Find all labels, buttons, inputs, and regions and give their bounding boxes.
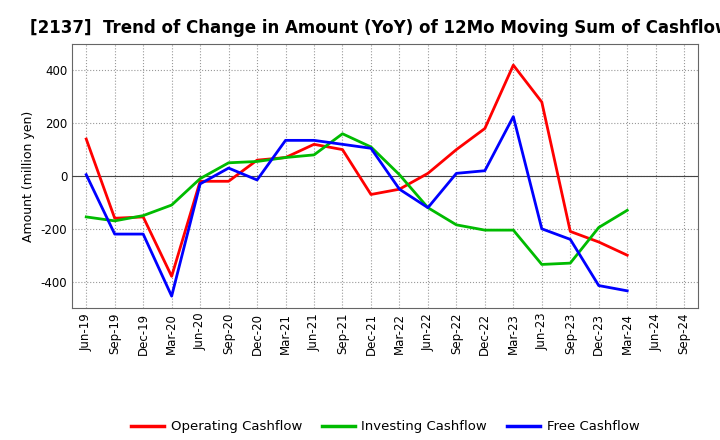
Investing Cashflow (253, 159, 261, 164)
Free Cashflow (623, 288, 631, 293)
Free Cashflow (110, 231, 119, 237)
Investing Cashflow (623, 208, 631, 213)
Investing Cashflow (310, 152, 318, 158)
Operating Cashflow (623, 253, 631, 258)
Title: [2137]  Trend of Change in Amount (YoY) of 12Mo Moving Sum of Cashflows: [2137] Trend of Change in Amount (YoY) o… (30, 19, 720, 37)
Free Cashflow (366, 146, 375, 151)
Investing Cashflow (395, 172, 404, 177)
Operating Cashflow (167, 274, 176, 279)
Investing Cashflow (110, 218, 119, 224)
Operating Cashflow (253, 158, 261, 163)
Free Cashflow (395, 187, 404, 192)
Free Cashflow (139, 231, 148, 237)
Investing Cashflow (423, 205, 432, 210)
Operating Cashflow (509, 62, 518, 68)
Free Cashflow (509, 114, 518, 119)
Free Cashflow (566, 237, 575, 242)
Operating Cashflow (480, 126, 489, 131)
Investing Cashflow (82, 214, 91, 220)
Free Cashflow (537, 226, 546, 231)
Investing Cashflow (537, 262, 546, 267)
Free Cashflow (310, 138, 318, 143)
Operating Cashflow (452, 147, 461, 152)
Operating Cashflow (423, 171, 432, 176)
Investing Cashflow (566, 260, 575, 266)
Free Cashflow (595, 283, 603, 288)
Operating Cashflow (338, 147, 347, 152)
Operating Cashflow (566, 229, 575, 234)
Free Cashflow (338, 142, 347, 147)
Investing Cashflow (196, 176, 204, 181)
Line: Investing Cashflow: Investing Cashflow (86, 134, 627, 264)
Y-axis label: Amount (million yen): Amount (million yen) (22, 110, 35, 242)
Free Cashflow (282, 138, 290, 143)
Operating Cashflow (595, 239, 603, 245)
Free Cashflow (253, 177, 261, 183)
Legend: Operating Cashflow, Investing Cashflow, Free Cashflow: Operating Cashflow, Investing Cashflow, … (126, 415, 644, 439)
Line: Operating Cashflow: Operating Cashflow (86, 65, 627, 276)
Line: Free Cashflow: Free Cashflow (86, 117, 627, 296)
Free Cashflow (452, 171, 461, 176)
Investing Cashflow (595, 225, 603, 230)
Free Cashflow (225, 165, 233, 171)
Investing Cashflow (225, 160, 233, 165)
Operating Cashflow (110, 216, 119, 221)
Investing Cashflow (282, 155, 290, 160)
Operating Cashflow (196, 179, 204, 184)
Operating Cashflow (282, 155, 290, 160)
Operating Cashflow (225, 179, 233, 184)
Free Cashflow (196, 181, 204, 187)
Operating Cashflow (395, 187, 404, 192)
Investing Cashflow (480, 227, 489, 233)
Operating Cashflow (82, 136, 91, 142)
Operating Cashflow (310, 142, 318, 147)
Operating Cashflow (366, 192, 375, 197)
Operating Cashflow (537, 99, 546, 105)
Investing Cashflow (452, 222, 461, 227)
Free Cashflow (423, 205, 432, 210)
Free Cashflow (167, 293, 176, 299)
Investing Cashflow (338, 131, 347, 136)
Free Cashflow (480, 168, 489, 173)
Free Cashflow (82, 172, 91, 177)
Operating Cashflow (139, 214, 148, 220)
Investing Cashflow (509, 227, 518, 233)
Investing Cashflow (366, 144, 375, 150)
Investing Cashflow (139, 213, 148, 218)
Investing Cashflow (167, 202, 176, 208)
